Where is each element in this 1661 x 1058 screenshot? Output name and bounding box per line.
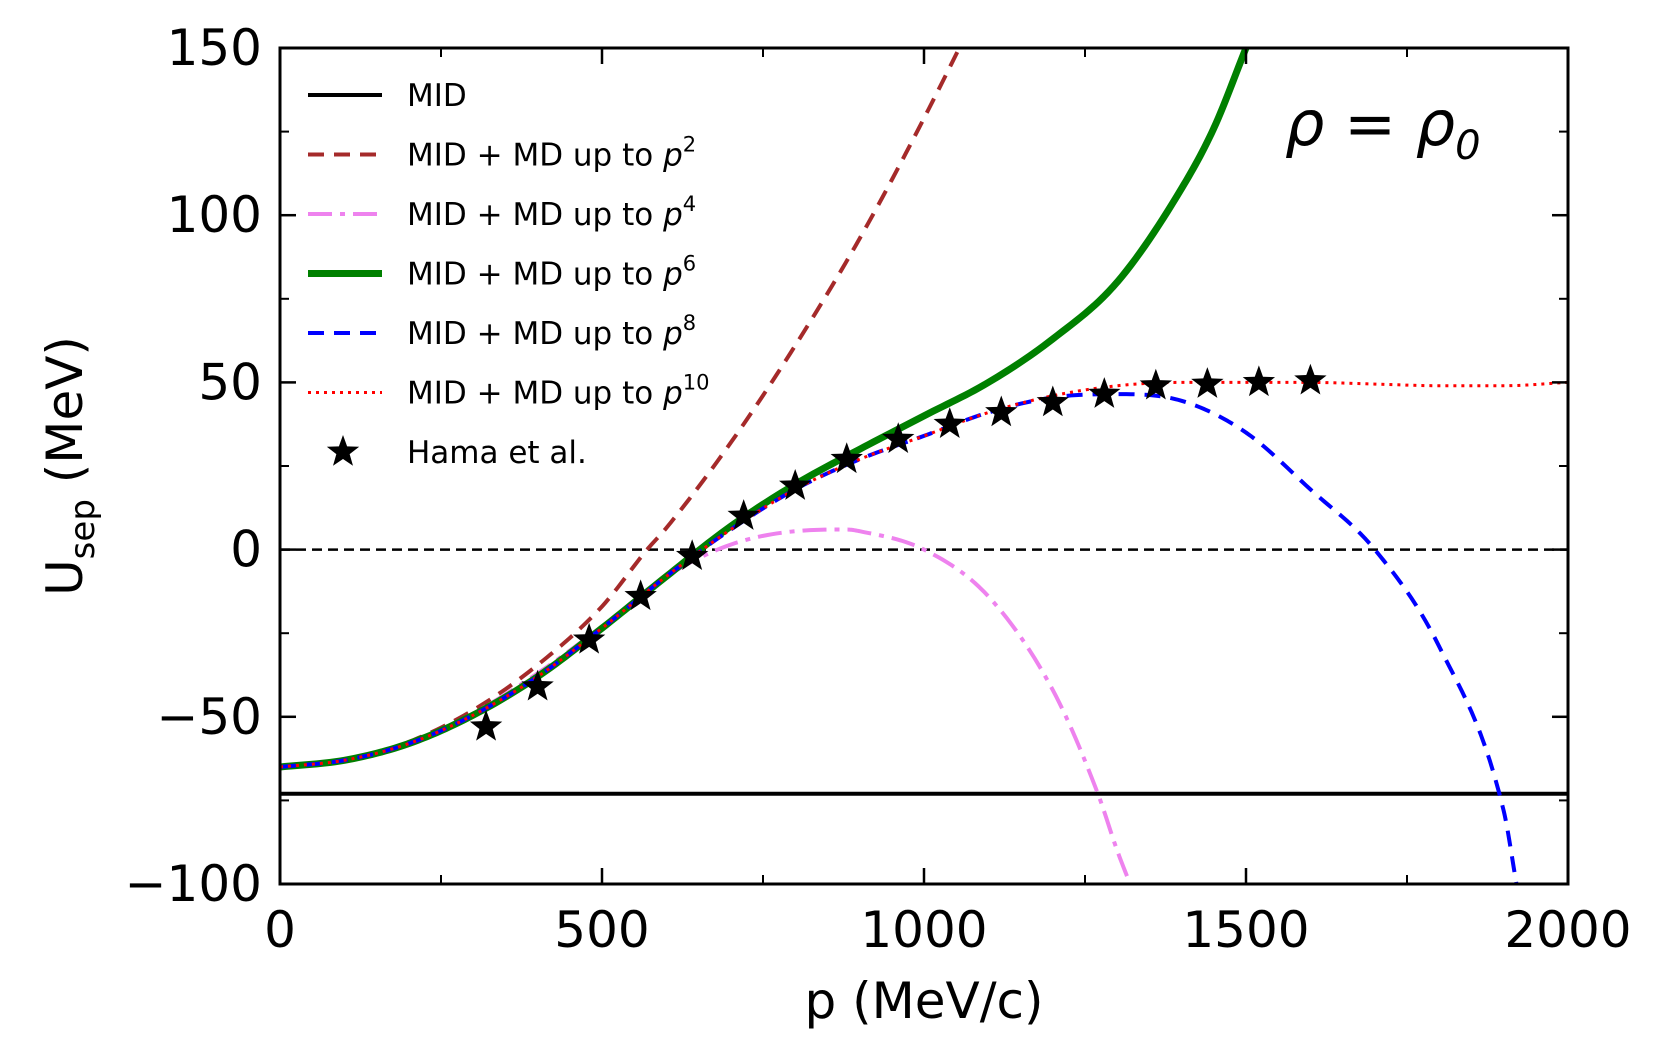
legend-label-text: MID + MD up to	[407, 376, 663, 412]
legend-label: MID + MD up to p10	[407, 371, 710, 412]
data-point-star	[830, 442, 863, 474]
y-tick-label: 50	[198, 353, 262, 411]
data-point-star	[1139, 368, 1173, 400]
legend-label-exponent: 8	[683, 311, 696, 335]
data-point-star	[1036, 385, 1069, 417]
data-point-star	[469, 709, 503, 741]
data-point-star	[1191, 367, 1224, 398]
y-tick-label: 150	[167, 19, 262, 77]
legend-label-exponent: 4	[683, 192, 696, 216]
data-point-star	[1088, 377, 1121, 408]
data-point-star	[1294, 363, 1327, 395]
legend-label-var: p	[662, 257, 683, 293]
x-tick-label: 0	[264, 901, 296, 959]
legend-label: Hama et al.	[407, 435, 587, 471]
data-point-star	[624, 579, 657, 611]
x-axis-label: p (MeV/c)	[804, 972, 1043, 1030]
x-tick-label: 1500	[1182, 901, 1309, 959]
y-axis-label-rest: (MeV)	[36, 336, 94, 499]
legend-label-var: p	[662, 376, 683, 412]
x-tick-label: 2000	[1504, 901, 1631, 959]
legend-marker-star	[326, 435, 360, 466]
data-point-star	[779, 469, 812, 500]
annotation-sub: 0	[1455, 123, 1480, 169]
data-point-star	[727, 499, 760, 530]
y-tick-label: 100	[167, 186, 262, 244]
legend-label: MID + MD up to p2	[407, 133, 696, 174]
y-tick-label: −100	[125, 855, 262, 913]
data-point-star	[675, 539, 709, 571]
y-axis-label: Usep (MeV)	[36, 336, 103, 596]
legend-label-exponent: 2	[683, 133, 696, 157]
legend-label-text: MID + MD up to	[407, 316, 663, 352]
x-tick-label: 500	[554, 901, 649, 959]
y-axis-label-base: U	[36, 559, 94, 596]
y-tick-label: 0	[230, 521, 262, 579]
density-annotation: ρ = ρ0	[1285, 87, 1481, 169]
data-point-star	[933, 407, 966, 438]
legend-label-var: p	[662, 138, 683, 174]
legend-label-exponent: 6	[683, 252, 696, 276]
series-line-5	[280, 380, 1568, 769]
series-line-4	[280, 392, 1519, 884]
y-axis-label-sub: sep	[63, 499, 103, 559]
legend-label-var: p	[662, 197, 683, 233]
series-line-2	[280, 527, 1132, 884]
legend-label: MID	[407, 78, 467, 114]
legend-label-exponent: 10	[683, 371, 710, 395]
legend-label-text: MID + MD up to	[407, 257, 663, 293]
legend-label-text: MID + MD up to	[407, 197, 663, 233]
legend-label-var: p	[662, 316, 683, 352]
data-point-star	[985, 395, 1018, 427]
x-tick-label: 1000	[860, 901, 987, 959]
legend-label: MID + MD up to p6	[407, 252, 696, 293]
data-point-star	[882, 422, 915, 453]
y-tick-label: −50	[156, 688, 262, 746]
data-point-star	[521, 669, 554, 701]
legend-label-text: Hama et al.	[407, 435, 587, 471]
data-point-star	[572, 622, 606, 654]
legend-label: MID + MD up to p8	[407, 311, 696, 352]
legend-label: MID + MD up to p4	[407, 192, 696, 233]
legend-label-text: MID	[407, 78, 467, 114]
annotation-base: ρ = ρ	[1285, 87, 1455, 160]
legend-label-text: MID + MD up to	[407, 138, 663, 174]
data-point-star	[1242, 365, 1276, 397]
